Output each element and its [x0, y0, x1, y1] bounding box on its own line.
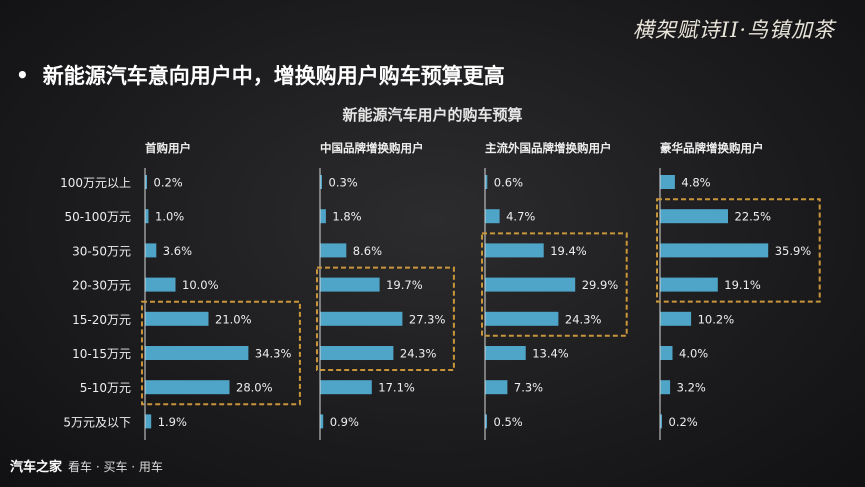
bar — [660, 380, 671, 395]
data-label: 4.0% — [679, 347, 708, 361]
footer-tagline: 看车 · 买车 · 用车 — [68, 460, 163, 474]
bar — [320, 277, 380, 292]
brand-title: 横架赋诗II·鸟镇加茶 — [632, 18, 835, 42]
category-label: 15-20万元 — [72, 313, 131, 327]
page-headline: • 新能源汽车意向用户中，增换购用户购车预算更高 — [16, 60, 505, 90]
bar — [145, 414, 152, 429]
data-label: 27.3% — [409, 312, 446, 326]
category-label: 50-100万元 — [64, 210, 131, 224]
bar — [485, 380, 508, 395]
highlight-box — [656, 198, 821, 303]
bar — [145, 175, 147, 189]
bar — [320, 414, 324, 429]
bar — [320, 209, 326, 224]
data-label: 3.2% — [677, 381, 706, 395]
series-header: 主流外国品牌增换购用户 — [485, 141, 612, 155]
data-label: 0.3% — [329, 176, 358, 190]
data-label: 3.6% — [163, 244, 192, 258]
data-label: 1.0% — [155, 210, 184, 224]
bar — [485, 243, 544, 258]
bar — [485, 277, 576, 292]
bar — [660, 209, 728, 224]
bar — [660, 311, 692, 326]
series-header: 中国品牌增换购用户 — [320, 141, 424, 155]
data-label: 21.0% — [215, 312, 252, 326]
bar — [145, 277, 176, 292]
bar — [660, 346, 673, 360]
data-label: 0.5% — [494, 415, 523, 429]
bar — [485, 175, 488, 189]
bar — [145, 209, 149, 224]
data-label: 0.9% — [330, 415, 359, 429]
data-label: 1.8% — [332, 210, 361, 224]
data-label: 17.1% — [378, 381, 415, 395]
category-label: 10-15万元 — [72, 347, 131, 361]
data-label: 0.2% — [669, 415, 698, 429]
highlight-box — [141, 300, 301, 406]
series-header: 首购用户 — [145, 141, 191, 155]
data-label: 24.3% — [565, 312, 602, 326]
bar — [660, 277, 718, 292]
data-label: 19.1% — [724, 278, 761, 292]
data-label: 28.0% — [236, 381, 273, 395]
category-label: 100万元以上 — [60, 176, 131, 190]
bar — [660, 414, 662, 429]
highlight-box — [316, 266, 455, 372]
bar — [320, 243, 347, 258]
data-label: 0.2% — [154, 176, 183, 190]
bar — [485, 346, 526, 360]
footer-logo: 汽车之家 — [10, 460, 63, 475]
data-label: 8.6% — [353, 244, 382, 258]
highlight-box — [481, 232, 628, 337]
data-label: 22.5% — [735, 210, 772, 224]
bar — [485, 414, 487, 429]
bar — [485, 311, 559, 326]
bar — [320, 311, 403, 326]
bullet-icon: • — [16, 63, 29, 87]
footer: 汽车之家 看车 · 买车 · 用车 — [10, 456, 163, 475]
data-label: 4.7% — [506, 210, 535, 224]
category-label: 20-30万元 — [72, 279, 131, 293]
bar — [145, 346, 249, 360]
bar — [320, 380, 372, 395]
bar — [660, 175, 675, 189]
category-label: 5-10万元 — [80, 381, 131, 395]
data-label: 19.7% — [386, 278, 423, 292]
data-label: 10.0% — [182, 278, 219, 292]
chart-title: 新能源汽车用户的购车预算 — [342, 106, 523, 124]
data-label: 35.9% — [775, 244, 812, 258]
bar — [660, 243, 769, 258]
category-label: 5万元及以下 — [63, 415, 131, 429]
data-label: 10.2% — [698, 312, 735, 326]
data-label: 19.4% — [550, 244, 587, 258]
data-label: 1.9% — [158, 415, 187, 429]
data-label: 13.4% — [532, 347, 569, 361]
category-label: 30-50万元 — [72, 244, 131, 258]
data-label: 34.3% — [255, 347, 292, 361]
bar — [485, 209, 500, 224]
data-label: 29.9% — [582, 278, 619, 292]
data-label: 4.8% — [681, 176, 710, 190]
data-label: 7.3% — [514, 381, 543, 395]
bar — [320, 346, 394, 360]
bar — [145, 311, 209, 326]
data-label: 24.3% — [400, 347, 437, 361]
bar — [145, 243, 157, 258]
headline-text: 新能源汽车意向用户中，增换购用户购车预算更高 — [42, 64, 505, 88]
data-label: 0.6% — [494, 176, 523, 190]
series-header: 豪华品牌增换购用户 — [660, 141, 764, 155]
bar — [320, 175, 322, 189]
bar — [145, 380, 230, 395]
